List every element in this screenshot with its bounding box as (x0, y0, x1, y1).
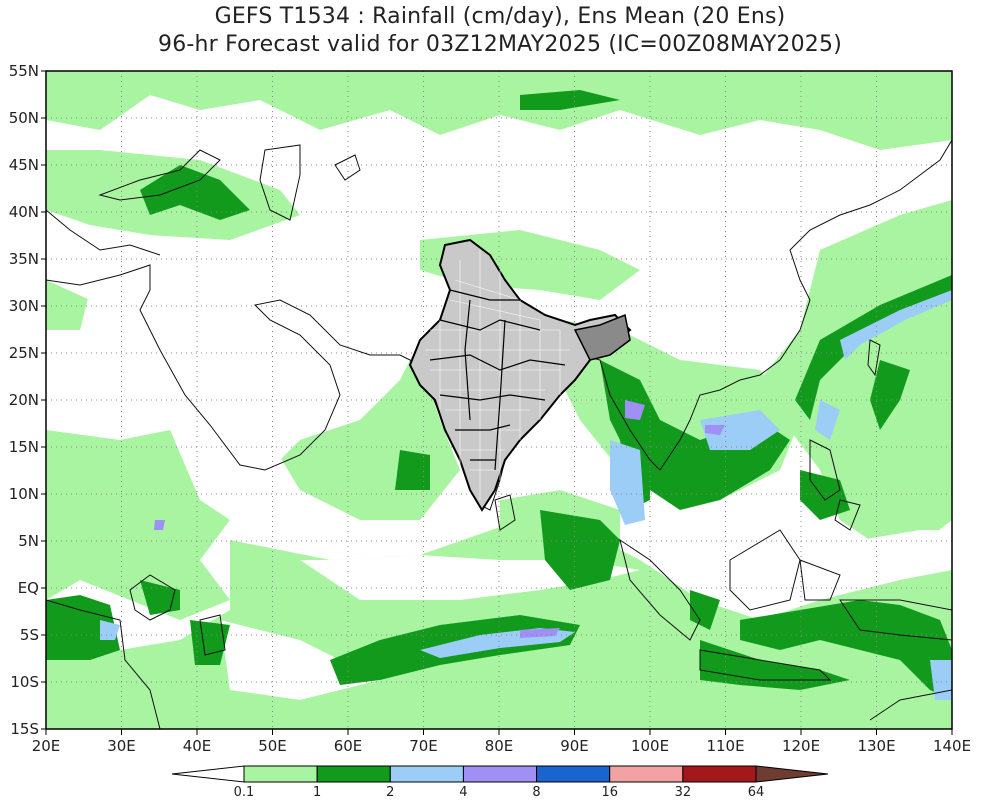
rainfall-field (46, 71, 952, 729)
map-title: GEFS T1534 : Rainfall (cm/day), Ens Mean… (214, 4, 786, 29)
lon-tick-label: 70E (409, 737, 438, 755)
colorbar-segment (682, 765, 757, 783)
lon-tick-label: 130E (857, 737, 895, 755)
india-region (408, 238, 632, 512)
lat-tick-label: 10S (10, 673, 39, 691)
colorbar-label: 32 (675, 785, 692, 800)
lon-tick-label: 40E (183, 737, 212, 755)
colorbar-label: 2 (386, 785, 394, 800)
lat-tick-label: 15S (10, 720, 39, 738)
lat-tick-label: 50N (9, 109, 39, 127)
lat-tick-label: 5S (20, 626, 39, 644)
lon-tick-label: 120E (782, 737, 820, 755)
colorbar: 0.1 1 2 4 8 16 32 64 (171, 765, 829, 800)
colorbar-segment (316, 765, 391, 783)
colorbar-label: 8 (532, 785, 540, 800)
colorbar-segment (389, 765, 464, 783)
lon-tick-label: 90E (560, 737, 589, 755)
lat-tick-label: 55N (9, 62, 39, 80)
lat-tick-label: 25N (9, 344, 39, 362)
colorbar-label: 16 (601, 785, 618, 800)
colorbar-label: 64 (748, 785, 765, 800)
lat-tick-label: 40N (9, 203, 39, 221)
lon-tick-label: 60E (334, 737, 363, 755)
lat-tick-label: 35N (9, 250, 39, 268)
lon-tick-label: 80E (485, 737, 514, 755)
lon-tick-label: 20E (32, 737, 61, 755)
lon-tick-label: 50E (258, 737, 287, 755)
colorbar-segment (462, 765, 538, 783)
axis-ticks: 20E 30E 40E 50E 60E 70E 80E 90E 100E 110E 120E 130E… (9, 62, 971, 755)
lat-tick-label: 30N (9, 297, 39, 315)
lat-tick-label: 15N (9, 438, 39, 456)
colorbar-high-arrow (755, 765, 829, 783)
coastlines (46, 139, 952, 729)
lat-tick-label: EQ (18, 579, 39, 597)
colorbar-label: 4 (459, 785, 467, 800)
lat-tick-label: 10N (9, 485, 39, 503)
lat-tick-label: 5N (18, 532, 39, 550)
lat-tick-label: 20N (9, 391, 39, 409)
lon-tick-label: 110E (706, 737, 744, 755)
colorbar-segment (609, 765, 684, 783)
lon-tick-label: 30E (107, 737, 136, 755)
colorbar-label: 0.1 (234, 785, 255, 800)
lon-tick-label: 140E (933, 737, 971, 755)
colorbar-segment (243, 765, 318, 783)
map-subtitle: 96-hr Forecast valid for 03Z12MAY2025 (I… (158, 32, 842, 57)
colorbar-segment (536, 765, 611, 783)
lat-lon-grid (46, 71, 952, 729)
lat-tick-label: 45N (9, 156, 39, 174)
colorbar-low-arrow (171, 765, 245, 783)
lon-tick-label: 100E (631, 737, 669, 755)
colorbar-label: 1 (313, 785, 321, 800)
rain-band-very-heavy (154, 400, 725, 638)
